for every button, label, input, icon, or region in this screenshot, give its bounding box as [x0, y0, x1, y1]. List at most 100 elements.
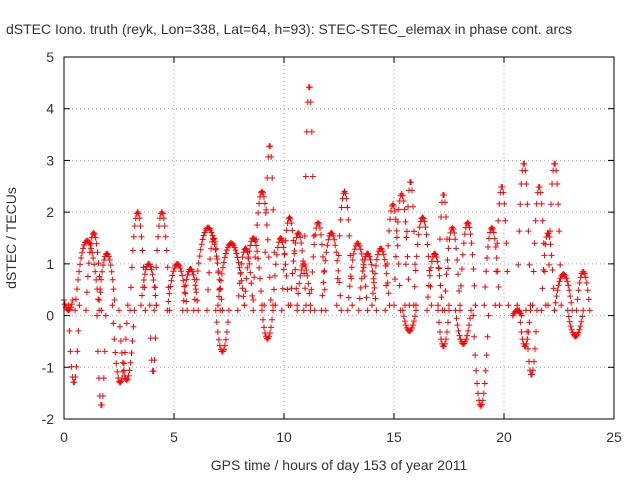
data-point: [262, 249, 269, 256]
data-point: [557, 261, 564, 268]
data-point: [231, 244, 238, 251]
data-point: [452, 236, 459, 243]
data-point: [72, 374, 79, 381]
data-point: [307, 307, 314, 314]
data-point: [470, 266, 477, 273]
data-point: [412, 267, 419, 274]
data-point: [177, 265, 184, 272]
data-point: [362, 283, 369, 290]
data-point: [118, 349, 125, 356]
data-point: [255, 209, 262, 216]
data-point: [549, 181, 556, 188]
data-point: [190, 307, 197, 314]
data-point: [254, 221, 261, 228]
data-point: [99, 268, 106, 275]
data-point: [66, 327, 73, 334]
data-point: [443, 214, 449, 221]
data-point: [136, 215, 143, 222]
data-point: [469, 251, 476, 258]
data-point: [126, 367, 133, 374]
data-point: [84, 273, 91, 280]
data-point: [251, 274, 258, 281]
data-point: [301, 233, 308, 240]
data-point: [432, 251, 439, 258]
data-point: [261, 302, 268, 309]
data-point: [98, 276, 105, 283]
data-point: [209, 232, 216, 239]
data-point: [474, 380, 481, 387]
data-point: [124, 376, 131, 383]
data-point: [391, 276, 398, 283]
data-point: [316, 220, 323, 227]
data-point: [523, 307, 529, 314]
data-point: [111, 336, 118, 343]
data-point: [78, 255, 85, 262]
data-point: [349, 302, 356, 309]
data-point: [299, 247, 306, 254]
y-tick-label: 4: [46, 101, 54, 117]
data-point: [553, 167, 560, 174]
data-point: [166, 290, 173, 297]
data-point: [466, 224, 473, 231]
data-point: [102, 312, 109, 319]
x-tick-label: 15: [386, 429, 402, 445]
data-point: [518, 181, 525, 188]
data-point: [307, 302, 314, 309]
data-point: [566, 318, 573, 325]
data-point: [163, 247, 170, 254]
y-tick-label: 2: [46, 204, 54, 220]
data-point: [494, 240, 501, 247]
data-point: [167, 283, 174, 290]
y-tick-label: -2: [42, 411, 55, 427]
data-point: [556, 278, 563, 285]
data-point: [215, 269, 222, 276]
data-point: [216, 342, 223, 349]
data-point: [467, 315, 474, 322]
data-point: [552, 299, 559, 306]
data-point: [565, 282, 572, 289]
data-point: [323, 249, 330, 256]
data-point: [357, 284, 364, 291]
data-point: [216, 285, 223, 292]
data-point: [412, 261, 418, 268]
data-point: [342, 190, 349, 197]
data-point: [434, 258, 441, 265]
data-point: [361, 273, 368, 280]
data-point: [404, 228, 410, 235]
data-point: [399, 192, 406, 199]
data-point: [500, 189, 507, 196]
data-point: [580, 307, 587, 314]
data-point: [280, 266, 287, 273]
data-point: [451, 229, 458, 236]
data-point: [180, 277, 187, 284]
data-point: [493, 254, 500, 261]
data-point: [335, 252, 342, 259]
data-point: [94, 312, 100, 319]
data-point: [357, 246, 364, 253]
data-point: [579, 313, 586, 320]
data-point: [297, 272, 304, 279]
data-point: [427, 283, 434, 290]
data-point: [294, 307, 301, 314]
data-point: [85, 238, 92, 245]
data-point: [139, 284, 146, 291]
data-point: [436, 272, 443, 279]
data-point: [532, 217, 539, 224]
data-point: [223, 328, 230, 335]
data-point: [347, 252, 354, 259]
x-tick-label: 20: [496, 429, 512, 445]
data-point: [288, 285, 295, 292]
data-point: [73, 363, 80, 370]
data-point: [93, 240, 100, 247]
data-point: [147, 263, 154, 270]
data-point: [170, 268, 177, 275]
data-point: [79, 249, 86, 256]
data-point: [139, 247, 146, 254]
data-point: [539, 217, 546, 224]
data-point: [130, 323, 137, 330]
data-point: [452, 307, 459, 314]
data-point: [525, 228, 532, 235]
data-point: [289, 227, 296, 234]
data-point: [468, 240, 475, 247]
data-point: [255, 255, 262, 262]
